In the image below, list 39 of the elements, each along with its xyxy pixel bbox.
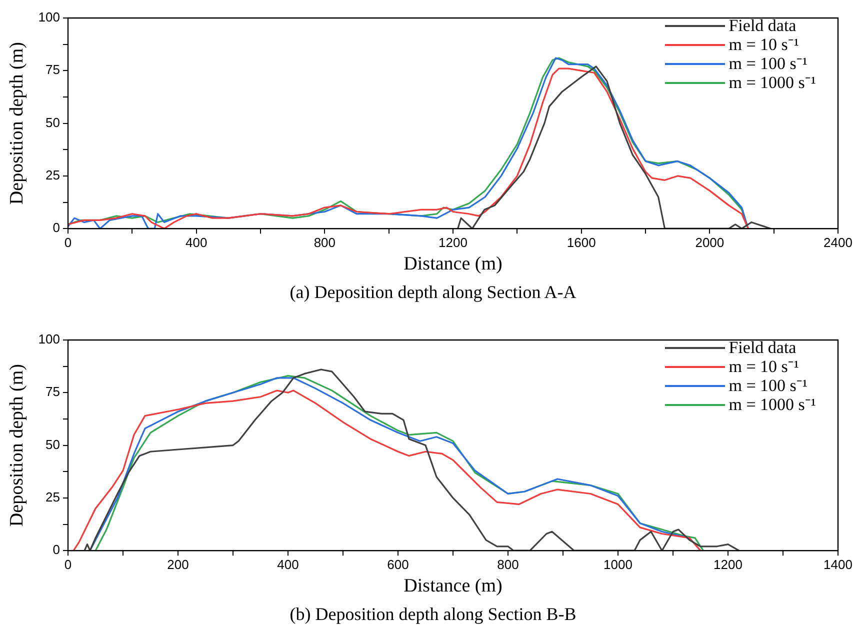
x-axis-title: Distance (m) xyxy=(404,254,502,275)
legend-label: m = 10 s⁻¹ xyxy=(728,357,799,376)
x-tick-label: 1600 xyxy=(566,234,596,250)
legend-label: Field data xyxy=(728,338,796,357)
x-tick-label: 2000 xyxy=(695,234,724,250)
y-tick-label: 100 xyxy=(38,332,60,347)
y-tick-label: 25 xyxy=(46,490,60,505)
y-axis-title: Deposition depth (m) xyxy=(6,42,28,205)
x-tick-label: 1000 xyxy=(604,556,632,572)
x-tick-label: 1200 xyxy=(438,234,468,250)
legend-label: m = 100 s⁻¹ xyxy=(728,54,808,73)
y-axis-title: Deposition depth (m) xyxy=(6,364,28,527)
x-tick-label: 800 xyxy=(497,556,519,572)
legend-label: Field data xyxy=(728,16,796,35)
y-tick-label: 0 xyxy=(52,220,60,236)
x-tick-label: 400 xyxy=(185,234,208,250)
y-tick-label: 50 xyxy=(46,114,60,130)
x-tick-label: 200 xyxy=(167,556,189,572)
x-tick-label: 800 xyxy=(314,234,336,250)
x-tick-label: 400 xyxy=(277,556,299,572)
legend-label: m = 10 s⁻¹ xyxy=(728,35,799,54)
legend-label: m = 1000 s⁻¹ xyxy=(728,73,816,92)
y-tick-label: 25 xyxy=(46,168,60,183)
text: (b) Deposition depth along Section B-B xyxy=(288,604,578,625)
x-axis-title: Distance (m) xyxy=(404,576,502,597)
x-tick-label: 600 xyxy=(387,556,409,572)
y-tick-label: 75 xyxy=(46,62,60,78)
text: (a) Deposition depth along Section A-A xyxy=(288,282,578,303)
x-tick-label: 2400 xyxy=(824,234,852,250)
y-tick-label: 0 xyxy=(52,542,60,558)
y-tick-label: 75 xyxy=(46,384,60,400)
legend-label: m = 1000 s⁻¹ xyxy=(728,395,816,414)
legend-label: m = 100 s⁻¹ xyxy=(728,376,808,395)
x-tick-label: 0 xyxy=(64,556,72,572)
x-tick-label: 1200 xyxy=(714,556,742,572)
x-tick-label: 1400 xyxy=(824,556,852,572)
y-tick-label: 50 xyxy=(46,436,60,452)
y-tick-label: 100 xyxy=(38,10,60,25)
x-tick-label: 0 xyxy=(64,234,72,250)
